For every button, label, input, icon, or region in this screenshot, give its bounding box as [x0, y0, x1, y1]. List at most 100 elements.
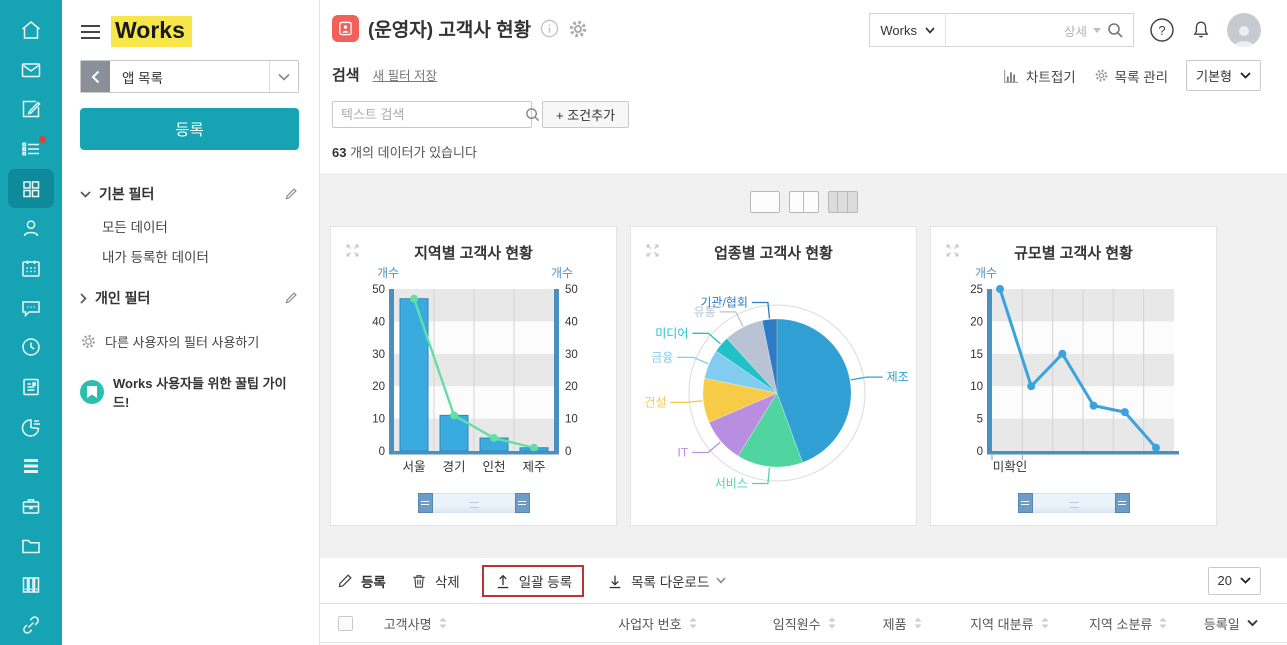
svg-text:개수: 개수	[376, 266, 398, 280]
help-button[interactable]: ?	[1149, 17, 1175, 43]
chevron-down-icon	[1240, 577, 1251, 584]
scrollbar-left-handle[interactable]	[417, 493, 433, 513]
add-condition-button[interactable]: + 조건추가	[542, 101, 630, 128]
svg-text:20: 20	[372, 381, 385, 393]
sort-desc-icon[interactable]	[1247, 619, 1258, 627]
filter-my-data[interactable]: 내가 등록한 데이터	[102, 250, 209, 265]
search-icon[interactable]	[1107, 22, 1124, 39]
column-header-employee-count[interactable]: 임직원수	[753, 614, 856, 633]
expand-icon	[946, 244, 959, 257]
chevron-left-icon	[91, 70, 100, 83]
page-size-select[interactable]: 20	[1207, 566, 1261, 595]
chart-title: 지역별 고객사 현황	[414, 245, 533, 262]
svg-text:40: 40	[565, 316, 578, 328]
basic-filter-label: 기본 필터	[99, 186, 155, 202]
info-button[interactable]	[540, 19, 559, 38]
rail-work[interactable]	[8, 486, 54, 526]
rail-history[interactable]	[8, 328, 54, 368]
expand-chart-button[interactable]	[644, 242, 661, 262]
notifications-button[interactable]	[1190, 18, 1212, 42]
expand-chart-button[interactable]	[344, 242, 361, 262]
expand-icon	[346, 244, 359, 257]
sort-both-icon[interactable]	[828, 617, 836, 629]
hamburger-menu-button[interactable]	[80, 24, 101, 40]
scrollbar-track[interactable]	[1032, 493, 1115, 513]
register-button[interactable]: 등록	[80, 108, 299, 150]
sort-both-icon[interactable]	[439, 617, 447, 629]
layout-one-column-button[interactable]	[749, 191, 780, 213]
rail-compose[interactable]	[8, 89, 54, 129]
rail-mail[interactable]	[8, 50, 54, 90]
list-manage-button[interactable]: 목록 관리	[1094, 66, 1168, 86]
rail-tasks[interactable]	[8, 129, 54, 169]
compose-icon	[22, 100, 41, 118]
view-type-select[interactable]: 기본형	[1186, 60, 1261, 91]
rail-report[interactable]	[8, 407, 54, 447]
save-filter-link[interactable]: 새 필터 저장	[372, 69, 438, 83]
search-section-label: 검색	[332, 67, 360, 84]
view-type-value: 기본형	[1196, 69, 1232, 84]
svg-text:30: 30	[372, 349, 385, 361]
edit-personal-filter-button[interactable]	[283, 290, 299, 306]
rail-home[interactable]	[8, 10, 54, 50]
column-header-region-major[interactable]: 지역 대분류	[949, 614, 1070, 633]
filter-all-data[interactable]: 모든 데이터	[102, 220, 168, 235]
scrollbar-left-handle[interactable]	[1017, 493, 1033, 513]
expand-chart-button[interactable]	[944, 242, 961, 262]
layout-three-column-button[interactable]	[827, 191, 858, 213]
scrollbar-right-handle[interactable]	[1114, 493, 1130, 513]
tip-guide-link[interactable]: Works 사용자들 위한 꿀팁 가이드!	[80, 373, 299, 411]
svg-text:서울: 서울	[402, 460, 425, 474]
layout-two-column-button[interactable]	[788, 191, 819, 213]
row-register-button[interactable]: 등록	[334, 566, 388, 596]
sort-both-icon[interactable]	[1041, 617, 1049, 629]
scrollbar-track[interactable]	[432, 493, 515, 513]
delete-button[interactable]: 삭제	[408, 566, 462, 596]
column-header-product[interactable]: 제품	[855, 614, 948, 633]
chart-scrollbar[interactable]	[1017, 493, 1130, 513]
rail-chat[interactable]	[8, 288, 54, 328]
basic-filter-header[interactable]: 기본 필터	[80, 184, 299, 204]
other-filter-label: 다른 사용자의 필터 사용하기	[105, 335, 260, 350]
scrollbar-right-handle[interactable]	[514, 493, 530, 513]
rail-folder[interactable]	[8, 526, 54, 566]
sort-both-icon[interactable]	[1159, 617, 1167, 629]
rail-archive[interactable]	[8, 566, 54, 606]
app-list-dropdown[interactable]	[269, 61, 298, 92]
detail-search-toggle[interactable]: 상세	[1063, 24, 1087, 39]
workspace-select[interactable]: Works	[870, 14, 946, 46]
rail-apps[interactable]	[8, 168, 54, 209]
column-header-region-minor[interactable]: 지역 소분류	[1070, 614, 1187, 633]
rail-note[interactable]	[8, 367, 54, 407]
settings-button[interactable]	[568, 19, 588, 39]
use-other-users-filter-link[interactable]: 다른 사용자의 필터 사용하기	[80, 332, 299, 351]
column-header-customer-name[interactable]: 고객사명	[370, 614, 562, 633]
rail-contacts[interactable]	[8, 208, 54, 248]
global-search-input[interactable]	[945, 14, 1064, 46]
download-list-label: 목록 다운로드	[631, 574, 710, 590]
collapse-panel-button[interactable]	[81, 61, 110, 92]
user-avatar[interactable]	[1227, 13, 1261, 47]
person-icon	[23, 220, 39, 237]
rail-calendar[interactable]	[8, 248, 54, 288]
select-all-checkbox[interactable]	[338, 615, 353, 631]
sort-both-icon[interactable]	[914, 617, 922, 629]
column-label: 고객사명	[383, 616, 432, 632]
chart-scrollbar[interactable]	[417, 493, 530, 513]
search-icon[interactable]	[525, 107, 548, 123]
column-header-register-date[interactable]: 등록일	[1186, 614, 1275, 633]
download-list-button[interactable]: 목록 다운로드	[604, 566, 728, 596]
edit-basic-filter-button[interactable]	[283, 186, 299, 202]
column-header-business-number[interactable]: 사업자 번호	[562, 614, 753, 633]
personal-filter-header[interactable]: 개인 필터	[80, 288, 299, 308]
sort-both-icon[interactable]	[689, 617, 697, 629]
chart-fold-button[interactable]: 차트접기	[1001, 66, 1076, 86]
text-search-input[interactable]	[333, 107, 525, 122]
rail-list[interactable]	[8, 447, 54, 487]
rail-link[interactable]	[8, 605, 54, 645]
pencil-icon	[285, 188, 297, 200]
bulk-register-button[interactable]: 일괄 등록	[481, 564, 585, 597]
left-panel: Works 앱 목록 등록 기본 필터 모든 데이터 내가 등록한 데이터 개인…	[62, 0, 320, 645]
text-search-box	[332, 101, 540, 128]
